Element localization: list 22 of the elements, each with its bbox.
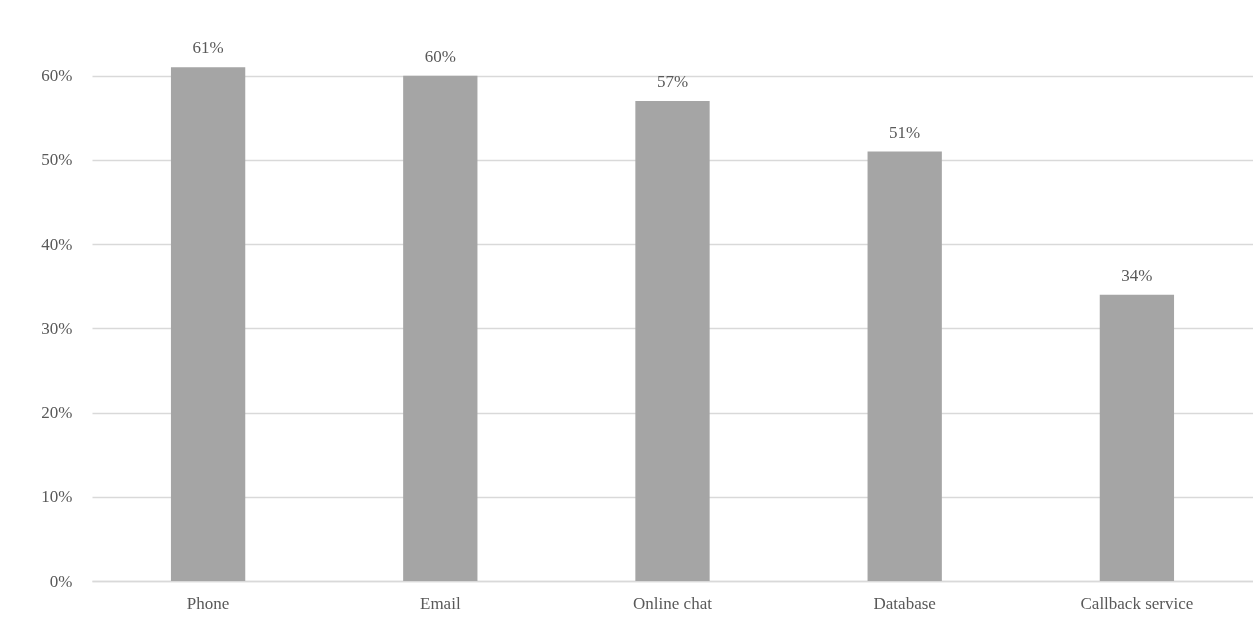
data-label: 60% [424, 46, 456, 66]
x-tick-label: Phone [186, 593, 230, 613]
x-tick-label: Database [873, 593, 936, 613]
y-tick-label: 50% [41, 150, 73, 170]
x-tick-label: Online chat [633, 593, 713, 613]
x-tick-label: Email [420, 593, 461, 613]
data-label: 57% [656, 72, 689, 92]
bar [1099, 294, 1175, 581]
bar [635, 101, 710, 581]
y-tick-label: 20% [41, 403, 73, 423]
bar [403, 75, 478, 581]
y-tick-label: 30% [41, 318, 73, 338]
x-tick-label: Callback service [1080, 593, 1194, 613]
bar [170, 67, 246, 581]
bar [867, 151, 942, 581]
y-tick-label: 0% [49, 571, 73, 591]
y-tick-label: 40% [41, 234, 73, 254]
data-label: 51% [889, 122, 921, 142]
y-tick-label: 10% [41, 487, 73, 507]
data-label: 34% [1121, 265, 1153, 285]
data-label: 61% [192, 38, 224, 58]
y-tick-label: 60% [41, 66, 73, 86]
